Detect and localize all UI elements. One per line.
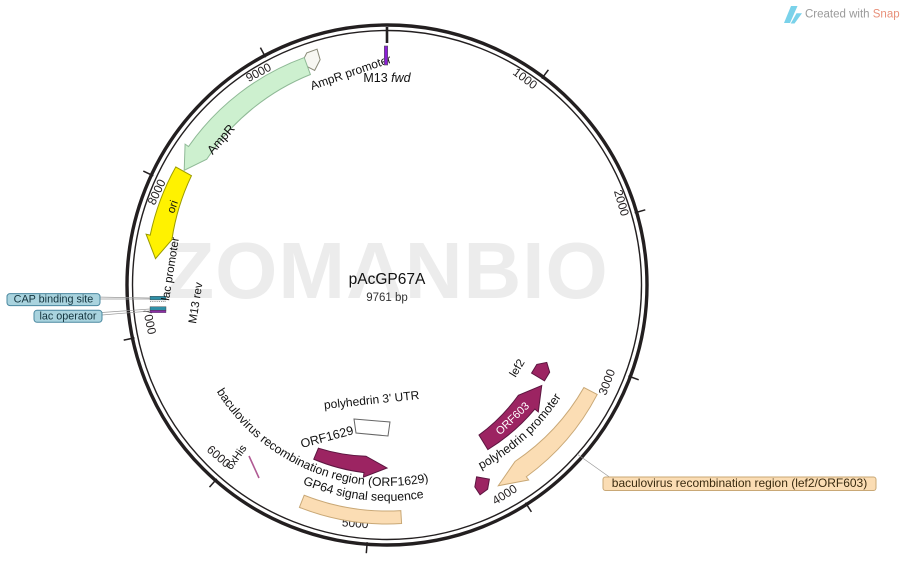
svg-text:lac operator: lac operator bbox=[39, 310, 96, 322]
svg-text:polyhedrin 3' UTR: polyhedrin 3' UTR bbox=[323, 388, 420, 412]
svg-text:Created with SnapGene®: Created with SnapGene® bbox=[805, 9, 900, 21]
svg-text:9761 bp: 9761 bp bbox=[366, 292, 408, 304]
svg-text:3000: 3000 bbox=[596, 367, 619, 397]
svg-text:4000: 4000 bbox=[490, 481, 520, 507]
svg-text:baculovirus recombination regi: baculovirus recombination region (lef2/O… bbox=[612, 476, 867, 490]
svg-text:M13 fwd: M13 fwd bbox=[363, 71, 411, 85]
svg-text:pAcGP67A: pAcGP67A bbox=[349, 271, 426, 288]
svg-text:ORF1629: ORF1629 bbox=[299, 423, 355, 451]
svg-text:1000: 1000 bbox=[510, 65, 540, 92]
svg-text:CAP binding site: CAP binding site bbox=[14, 294, 94, 306]
svg-text:lef2: lef2 bbox=[508, 357, 528, 379]
